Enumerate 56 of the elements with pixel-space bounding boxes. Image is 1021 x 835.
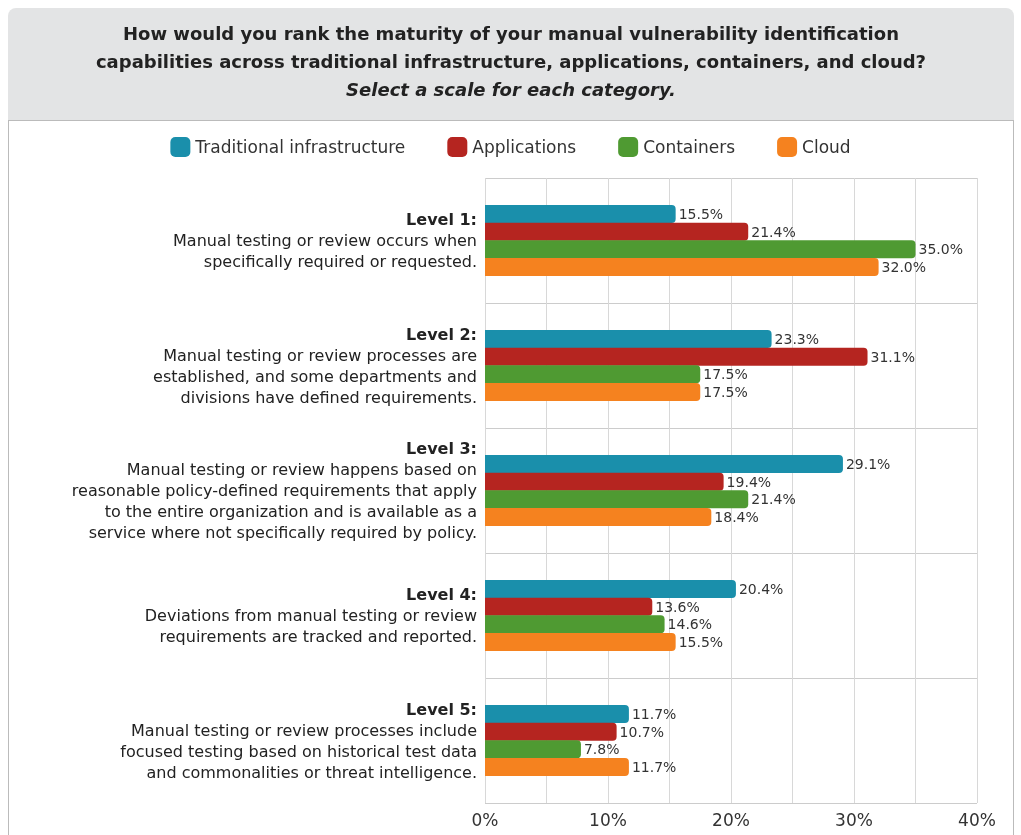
bar <box>485 205 676 224</box>
x-tick-label: 0% <box>471 809 499 830</box>
legend-label: Cloud <box>802 137 851 157</box>
legend-label: Applications <box>472 137 577 157</box>
data-label: 15.5% <box>678 206 724 223</box>
data-label: 21.4% <box>751 491 796 508</box>
legend-label: Containers <box>643 137 736 157</box>
bar <box>485 382 701 401</box>
data-label: 15.5% <box>678 633 724 650</box>
bar <box>485 580 736 599</box>
data-label: 17.5% <box>703 383 748 400</box>
bar <box>485 240 916 259</box>
bar <box>485 347 868 366</box>
bar <box>485 490 749 509</box>
data-label: 32.0% <box>881 258 927 275</box>
data-label: 7.8% <box>583 741 620 758</box>
bar <box>485 330 772 349</box>
data-label: 10.7% <box>619 723 665 740</box>
bar <box>485 757 629 776</box>
data-label: 21.4% <box>751 223 796 240</box>
data-label: 23.3% <box>774 331 820 348</box>
bar <box>485 722 617 741</box>
bar <box>485 615 665 634</box>
x-tick-label: 30% <box>835 809 873 830</box>
bar <box>485 222 749 241</box>
data-label: 14.6% <box>667 616 713 633</box>
legend-label: Traditional infrastructure <box>194 137 406 157</box>
bar <box>485 365 701 384</box>
bar <box>485 507 712 526</box>
bar <box>485 597 653 616</box>
bar <box>485 472 724 491</box>
x-tick-label: 10% <box>589 809 627 830</box>
data-label: 31.1% <box>870 348 916 365</box>
data-label: 29.1% <box>845 456 891 473</box>
chart-subtitle: Select a scale for each category. <box>345 78 677 102</box>
data-label: 13.6% <box>655 598 700 615</box>
data-label: 35.0% <box>918 241 963 258</box>
x-tick-label: 20% <box>712 809 750 830</box>
data-label: 11.7% <box>631 706 677 723</box>
data-label: 11.7% <box>631 758 677 775</box>
bar <box>485 632 676 651</box>
bar <box>485 257 879 276</box>
y-tick-label: Level 3: Manual testing or review happens based on reasonable policy-defined requirements that apply to the entire organization and is available as a service where not specifically required by policy. <box>71 439 477 542</box>
data-label: 17.5% <box>703 366 748 383</box>
data-label: 20.4% <box>738 581 784 598</box>
y-tick-label: Level 5: Manual testing or review processes include focused testing based on historical test data and commonalities or threat intelligence. <box>120 699 477 782</box>
bar <box>485 740 581 759</box>
bar <box>485 705 629 724</box>
x-tick-label: 40% <box>958 809 996 830</box>
bar <box>485 455 843 474</box>
chart-title: How would you rank the maturity of your manual vulnerability identification capabilities across traditional infrastructure, applications, containers, and cloud? <box>94 22 928 74</box>
y-tick-label: Level 2: Manual testing or review processes are established, and some departments and divisions have defined requirements. <box>153 324 477 407</box>
y-tick-label: Level 4: Deviations from manual testing or review requirements are tracked and reported. <box>144 585 477 646</box>
data-label: 18.4% <box>714 508 759 525</box>
data-label: 19.4% <box>726 473 772 490</box>
y-tick-label: Level 1: Manual testing or review occurs when specifically required or requested. <box>173 210 477 271</box>
